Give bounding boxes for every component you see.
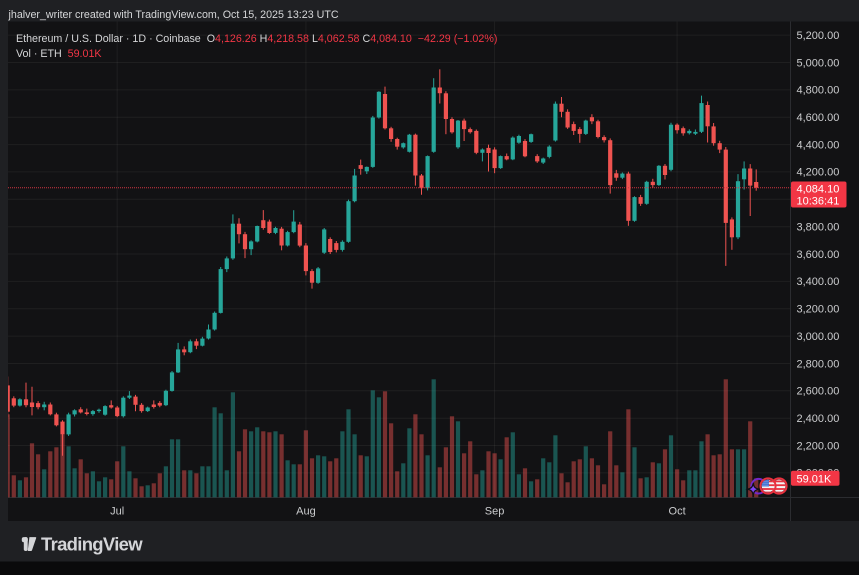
svg-text:Ethereum / U.S. Dollar · 1D ·: Ethereum / U.S. Dollar · 1D · Coinbase O… [16,33,497,45]
svg-text:4,200.00: 4,200.00 [797,167,840,179]
svg-text:jhalver_writer created with Tr: jhalver_writer created with TradingView.… [8,9,339,21]
svg-text:3,000.00: 3,000.00 [797,331,840,343]
svg-text:3,800.00: 3,800.00 [797,222,840,234]
svg-text:2,600.00: 2,600.00 [797,386,840,398]
svg-text:Jul: Jul [110,505,124,517]
svg-text:TradingView: TradingView [41,534,143,555]
svg-text:2,800.00: 2,800.00 [797,358,840,370]
svg-text:3,400.00: 3,400.00 [797,276,840,288]
svg-text:Sep: Sep [485,505,505,517]
svg-text:Aug: Aug [296,505,316,517]
svg-text:4,400.00: 4,400.00 [797,139,840,151]
svg-text:Oct: Oct [669,505,686,517]
svg-text:4,600.00: 4,600.00 [797,112,840,124]
svg-text:2,200.00: 2,200.00 [797,440,840,452]
svg-text:5,200.00: 5,200.00 [797,30,840,42]
svg-text:3,200.00: 3,200.00 [797,304,840,316]
svg-text:5,000.00: 5,000.00 [797,57,840,69]
svg-text:Vol · ETH 59.01K: Vol · ETH 59.01K [16,48,102,60]
svg-text:2,400.00: 2,400.00 [797,413,840,425]
svg-text:10:36:41: 10:36:41 [797,195,840,207]
svg-text:4,084.10: 4,084.10 [797,183,840,195]
svg-text:3,600.00: 3,600.00 [797,249,840,261]
svg-text:59.01K: 59.01K [797,473,833,485]
svg-text:4,800.00: 4,800.00 [797,85,840,97]
